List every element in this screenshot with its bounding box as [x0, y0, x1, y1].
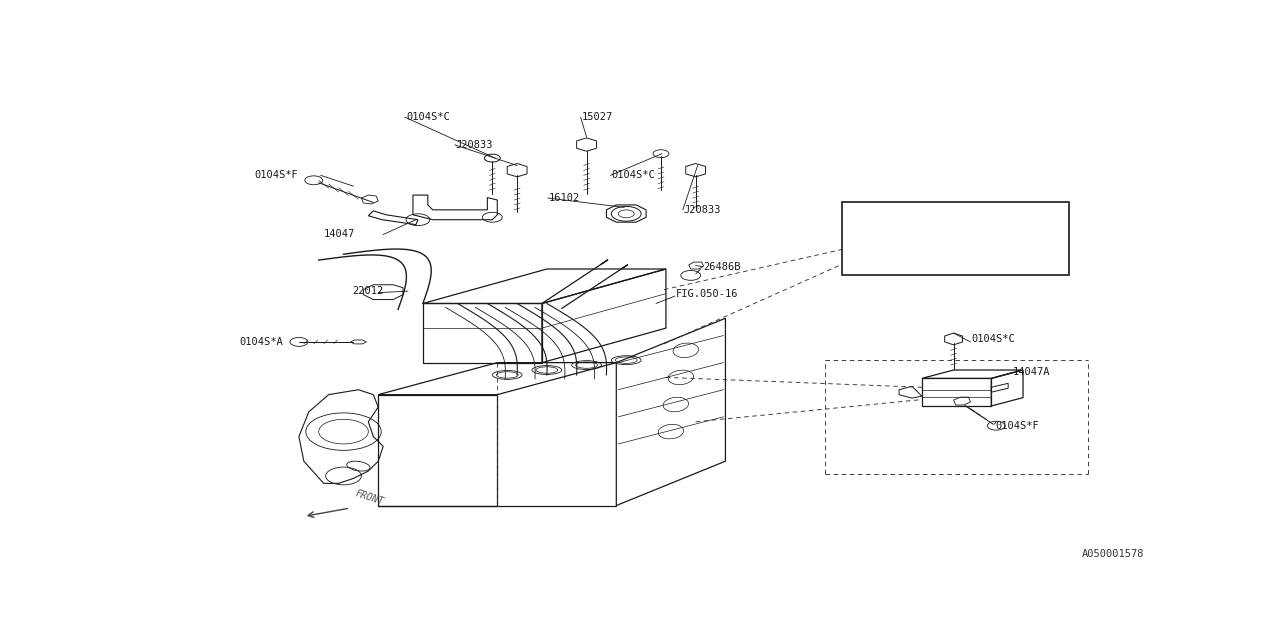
Text: 0104S*C: 0104S*C	[406, 112, 449, 122]
Text: 22012: 22012	[352, 286, 384, 296]
Text: 0104S*A: 0104S*A	[996, 239, 1039, 250]
Text: 14754*A: 14754*A	[896, 206, 940, 216]
Text: 0104S*F: 0104S*F	[255, 170, 298, 180]
Bar	[842, 202, 1069, 275]
Text: A050001578: A050001578	[1082, 548, 1144, 559]
Text: J20833: J20833	[456, 140, 493, 150]
Text: 0104S*C: 0104S*C	[612, 170, 655, 180]
Text: 0104S*F: 0104S*F	[996, 420, 1039, 431]
Text: (-'07MY0703): (-'07MY0703)	[855, 265, 929, 275]
Text: FIG.050-16: FIG.050-16	[676, 289, 739, 299]
Text: 16102: 16102	[549, 193, 580, 203]
Text: 0104S*C: 0104S*C	[972, 334, 1015, 344]
Text: J20833: J20833	[684, 205, 721, 215]
Text: 14719: 14719	[852, 225, 883, 236]
Text: 14047A: 14047A	[1014, 367, 1051, 378]
Text: 15027: 15027	[581, 112, 613, 122]
Text: 0104S*A: 0104S*A	[239, 337, 283, 347]
Text: FRONT: FRONT	[355, 488, 385, 506]
Text: 14047: 14047	[324, 230, 355, 239]
Text: 26486B: 26486B	[704, 262, 741, 271]
